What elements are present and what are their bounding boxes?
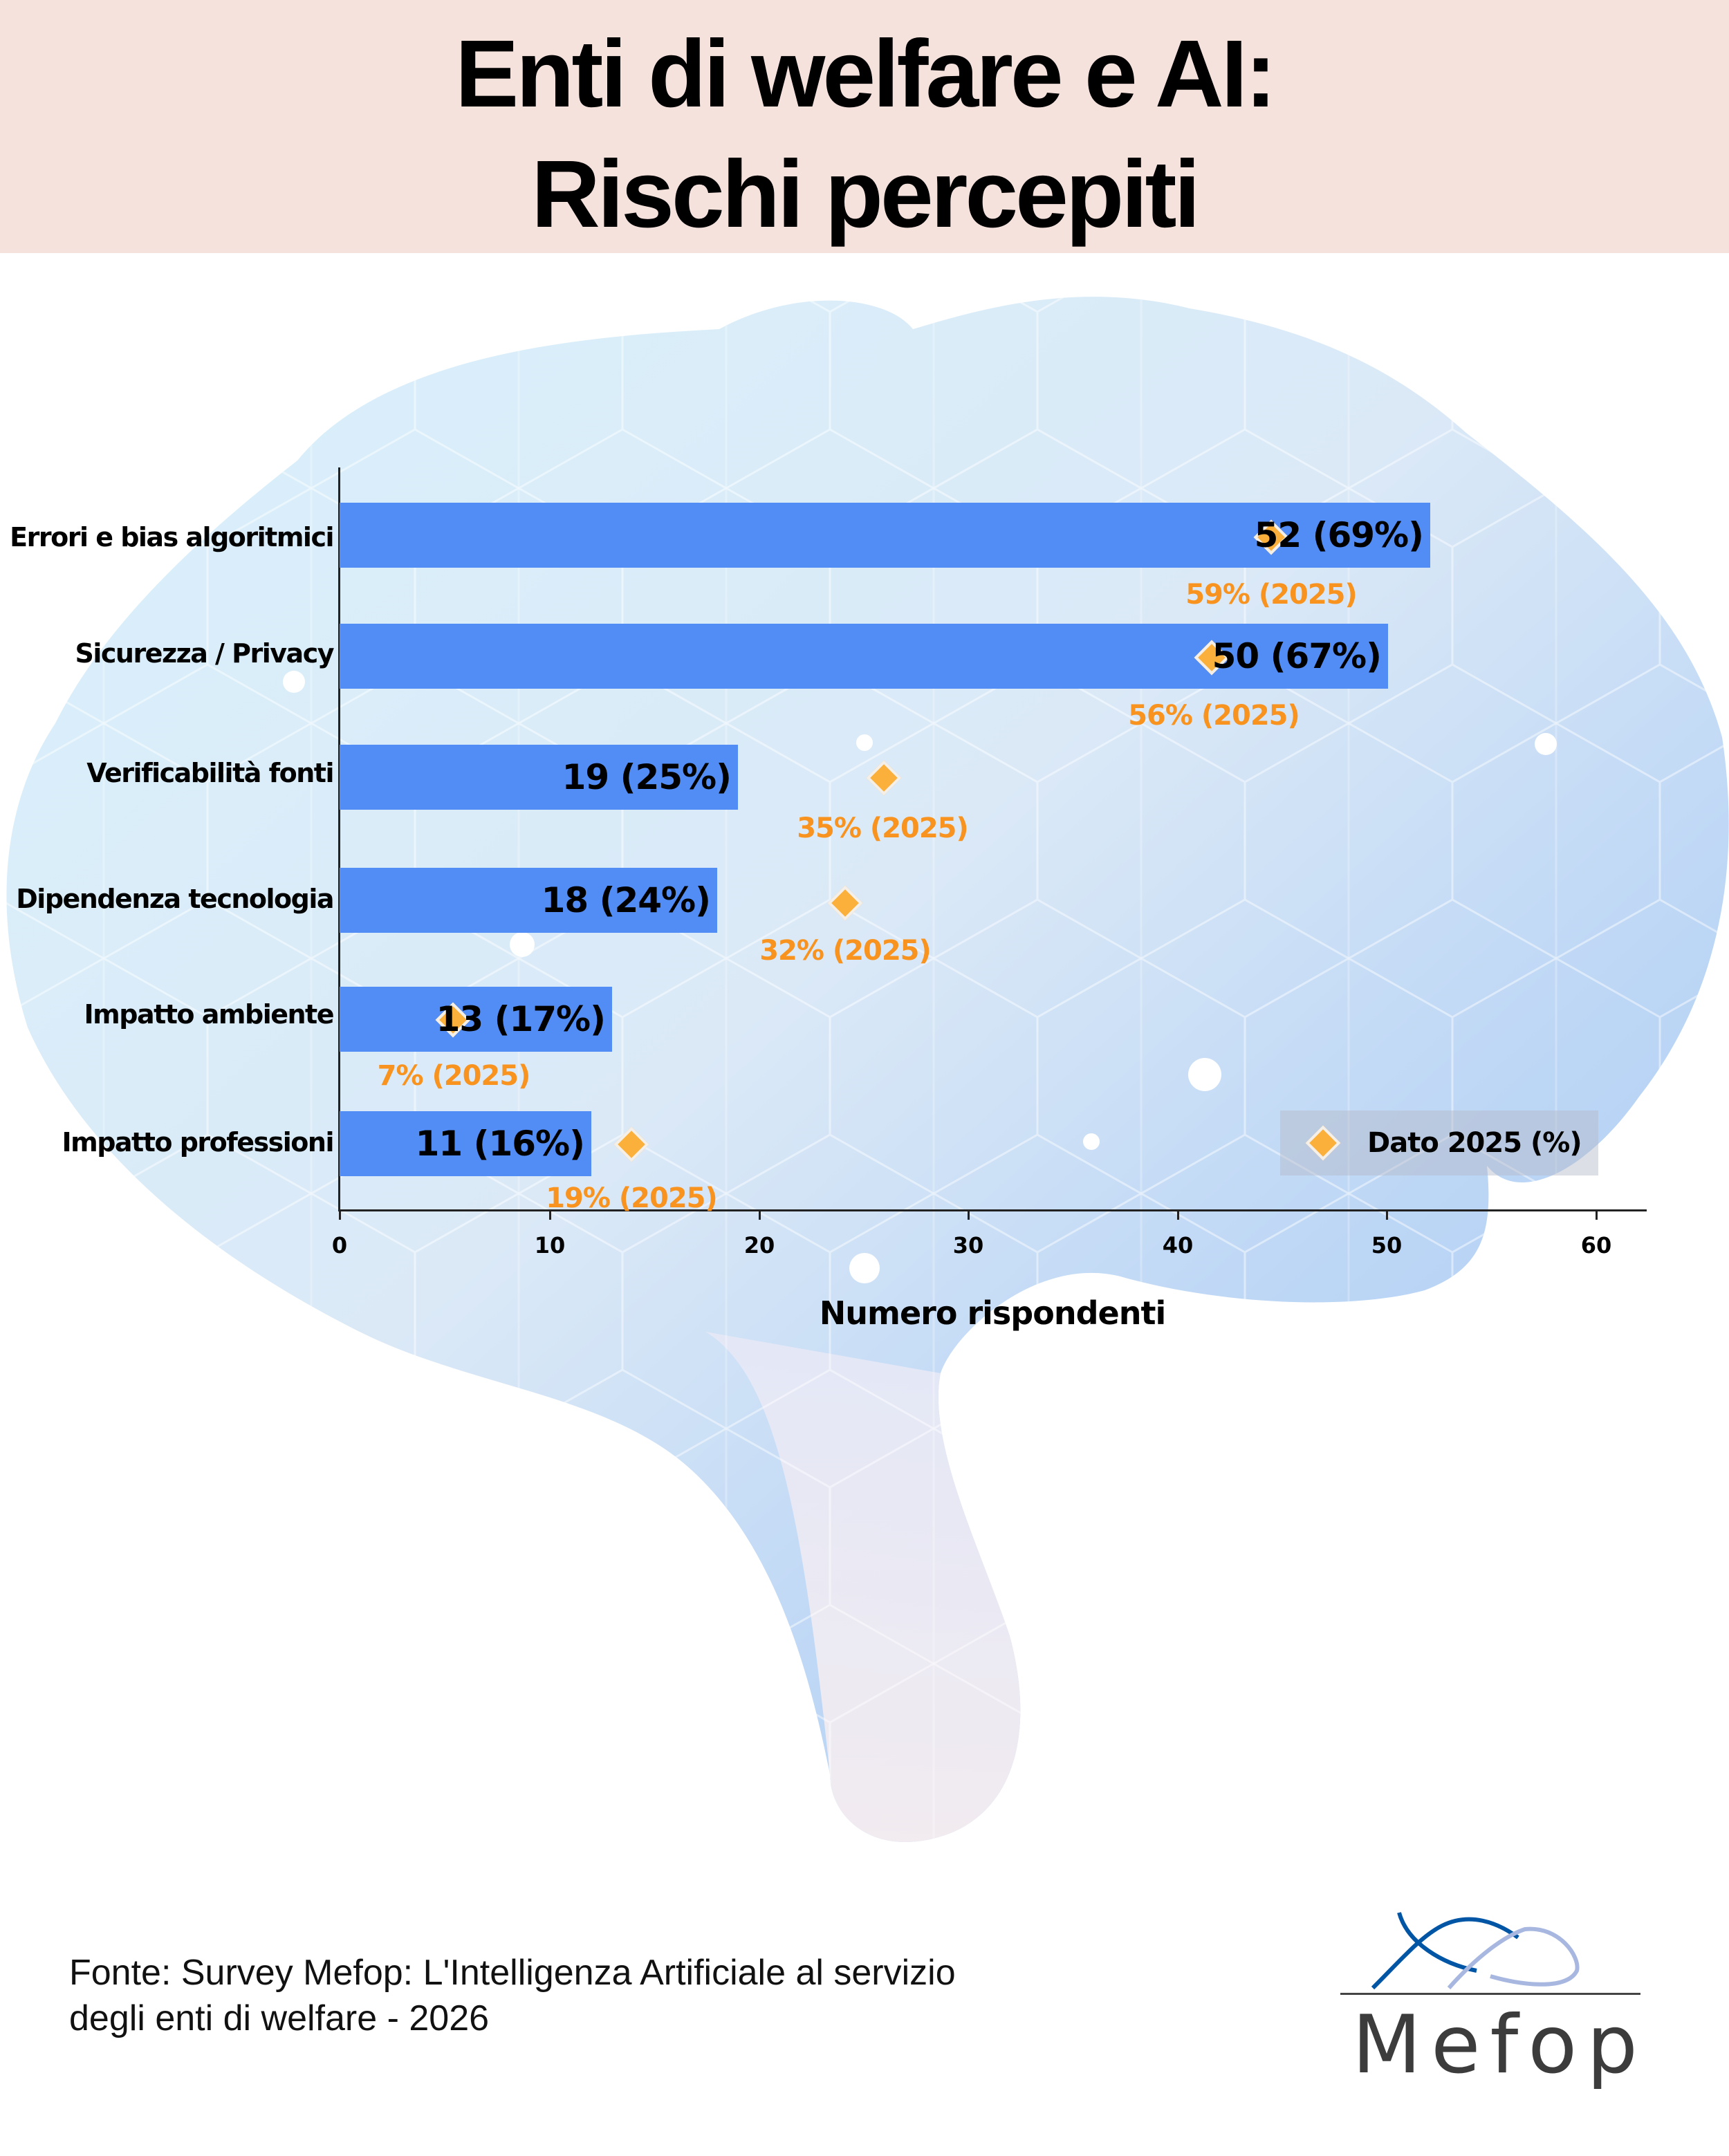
bar-impatto-professioni: 11 (16%) <box>340 1111 591 1176</box>
page-title-line-1: Enti di welfare e AI: <box>455 21 1277 127</box>
diamond-marker-icon <box>866 760 902 796</box>
label-2025: 19% (2025) <box>546 1182 718 1214</box>
legend-diamond-icon <box>1305 1125 1341 1161</box>
label-2025: 7% (2025) <box>377 1060 531 1092</box>
bar-dipendenza-tecnologia: 18 (24%) <box>340 868 717 933</box>
x-tick <box>968 1211 970 1220</box>
x-tick-label: 20 <box>743 1232 775 1258</box>
bar-verificabilita-fonti: 19 (25%) <box>340 745 738 810</box>
bar-errori-bias: 52 (69%) <box>340 503 1430 568</box>
x-tick <box>1177 1211 1179 1220</box>
source-line-1: Fonte: Survey Mefop: L'Intelligenza Arti… <box>69 1953 956 1993</box>
category-label: Verificabilità fonti <box>86 758 334 788</box>
header-banner: Enti di welfare e AI: Rischi percepiti <box>0 0 1729 253</box>
category-label: Dipendenza tecnologia <box>16 884 334 914</box>
category-label: Sicurezza / Privacy <box>75 638 334 669</box>
bar-value-label: 11 (16%) <box>415 1124 585 1164</box>
bar-value-label: 18 (24%) <box>541 880 711 920</box>
category-label: Errori e bias algoritmici <box>10 522 334 552</box>
x-tick-label: 50 <box>1371 1232 1403 1258</box>
bar-impatto-ambiente: 13 (17%) <box>340 987 612 1052</box>
x-tick <box>339 1211 341 1220</box>
bar-chart: Errori e bias algoritmici Sicurezza / Pr… <box>10 467 1647 1332</box>
bar-value-label: 13 (17%) <box>436 999 606 1039</box>
logo-wordmark: Mefop <box>1352 1998 1647 2092</box>
label-2025: 56% (2025) <box>1128 700 1300 732</box>
bar-sicurezza-privacy: 50 (67%) <box>340 624 1388 689</box>
bar-value-label: 52 (69%) <box>1254 515 1424 555</box>
chart-legend: Dato 2025 (%) <box>1280 1110 1598 1175</box>
x-axis <box>338 1209 1647 1211</box>
label-2025: 59% (2025) <box>1185 579 1358 611</box>
category-label: Impatto professioni <box>62 1127 334 1158</box>
bar-value-label: 19 (25%) <box>562 757 732 797</box>
legend-label: Dato 2025 (%) <box>1367 1127 1582 1159</box>
label-2025: 35% (2025) <box>797 812 969 844</box>
bar-value-label: 50 (67%) <box>1212 636 1382 676</box>
category-label: Impatto ambiente <box>84 999 335 1030</box>
x-tick-label: 10 <box>534 1232 566 1258</box>
x-tick-label: 60 <box>1580 1232 1612 1258</box>
mefop-logo-icon <box>1371 1912 1580 1990</box>
y-axis <box>338 467 340 1211</box>
x-tick <box>759 1211 761 1220</box>
page-title-line-2: Rischi percepiti <box>531 141 1201 248</box>
label-2025: 32% (2025) <box>759 935 932 967</box>
logo-divider <box>1340 1993 1640 1995</box>
diamond-marker-icon <box>613 1126 649 1162</box>
x-tick-label: 40 <box>1162 1232 1194 1258</box>
x-tick <box>549 1211 551 1220</box>
x-tick-label: 30 <box>952 1232 984 1258</box>
x-tick <box>1386 1211 1388 1220</box>
x-tick <box>1596 1211 1598 1220</box>
diamond-marker-icon <box>827 885 863 921</box>
source-note: Fonte: Survey Mefop: L'Intelligenza Arti… <box>69 1950 956 2041</box>
x-tick-label: 0 <box>331 1232 348 1258</box>
x-axis-title: Numero rispondenti <box>819 1294 1166 1332</box>
source-line-2: degli enti di welfare - 2026 <box>69 1998 490 2038</box>
